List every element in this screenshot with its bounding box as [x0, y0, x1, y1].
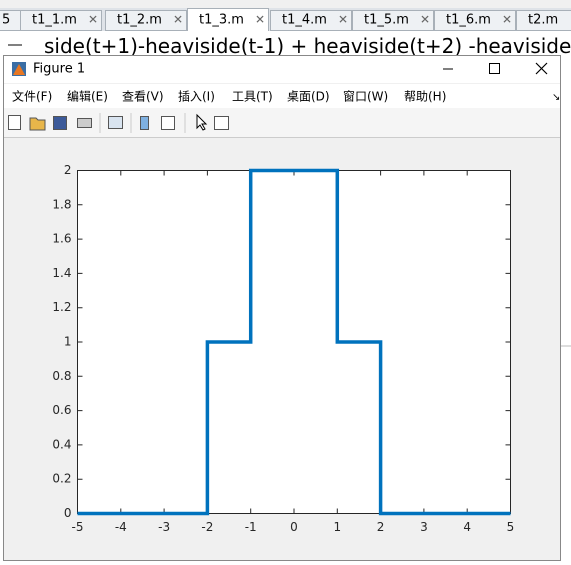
menu-item[interactable]: 插入(I) [178, 90, 215, 104]
pointer-icon[interactable] [196, 113, 208, 131]
menu-item[interactable]: 工具(T) [232, 90, 273, 104]
tab-label: t1_2.m [117, 13, 162, 28]
menu-arrow: ↘ [552, 92, 560, 103]
code-line: side(t+1)-heaviside(t-1) + heaviside(t+2… [44, 34, 571, 58]
tab-label: t1_6.m [446, 13, 491, 28]
figure-icon [12, 62, 26, 76]
toolbar [4, 108, 560, 137]
x-tick-label: 0 [290, 520, 298, 534]
menu-item[interactable]: 查看(V) [122, 90, 164, 104]
x-tick-label: 4 [463, 520, 471, 534]
tab-label: t1_3.m [199, 13, 244, 28]
y-tick-label: 1.8 [52, 197, 71, 211]
tab-label: t1_1.m [32, 13, 77, 28]
close-button[interactable] [535, 62, 548, 75]
property-icon[interactable] [214, 116, 229, 130]
title-strip [0, 0, 571, 8]
y-tick-label: 1.4 [52, 266, 71, 280]
data-line [77, 168, 511, 516]
tab-label: t1_5.m [364, 13, 409, 28]
menu-item[interactable]: 文件(F) [12, 89, 52, 104]
tab-close[interactable]: ✕ [420, 13, 430, 27]
editor-tab[interactable] [352, 10, 434, 31]
new-icon[interactable] [8, 115, 21, 130]
x-tick-label: 2 [377, 520, 385, 534]
menu-bar [4, 84, 560, 108]
window-title: Figure 1 [33, 62, 85, 77]
x-tick-label: 3 [420, 520, 428, 534]
tab-close[interactable]: ✕ [502, 13, 512, 27]
code-area [0, 31, 571, 59]
x-tick-label: 5 [507, 520, 515, 534]
tab-close[interactable]: ✕ [338, 13, 348, 27]
colorbar-icon[interactable] [140, 116, 149, 130]
print-icon[interactable] [77, 118, 92, 128]
link-icon[interactable] [108, 116, 123, 129]
tab-label: 5 [2, 13, 10, 28]
axes [77, 170, 511, 514]
menu-item[interactable]: 窗口(W) [343, 90, 388, 104]
editor-tab[interactable] [516, 10, 571, 31]
tab-close[interactable]: ✕ [173, 13, 183, 27]
maximize-button[interactable] [489, 63, 500, 74]
y-tick-label: 1.6 [52, 232, 71, 246]
y-tick-label: 0.6 [52, 403, 71, 417]
editor-tab[interactable] [105, 10, 187, 31]
window-titlebar [4, 56, 560, 83]
save-icon[interactable] [53, 116, 67, 130]
x-tick-label: -2 [201, 520, 213, 534]
open-icon[interactable] [29, 117, 46, 131]
y-tick-label: 1 [64, 335, 72, 349]
toolbar-icons [8, 113, 229, 133]
x-tick-label: -3 [158, 520, 170, 534]
x-tick-label: -4 [115, 520, 127, 534]
tab-close[interactable]: ✕ [88, 13, 98, 27]
menu-item[interactable]: 帮助(H) [404, 90, 446, 104]
editor-tab[interactable] [434, 10, 516, 31]
x-tick-label: -5 [72, 520, 84, 534]
tab-close[interactable]: ✕ [255, 13, 265, 27]
y-tick-label: 0.4 [52, 437, 71, 451]
y-tick-label: 1.2 [52, 300, 71, 314]
legend-icon[interactable] [161, 116, 175, 130]
x-tick-label: 1 [333, 520, 341, 534]
y-tick-label: 0 [64, 506, 72, 520]
y-tick-label: 0.8 [52, 369, 71, 383]
y-tick-label: 2 [64, 163, 72, 177]
editor-tab[interactable] [270, 10, 352, 31]
menu-item[interactable]: 编辑(E) [67, 89, 108, 104]
y-tick-label: 0.2 [52, 472, 71, 486]
menu-item[interactable]: 桌面(D) [287, 90, 330, 104]
tab-label: t2.m [528, 13, 558, 28]
editor-tab[interactable] [20, 10, 102, 31]
x-tick-label: -1 [245, 520, 257, 534]
tab-label: t1_4.m [282, 13, 327, 28]
